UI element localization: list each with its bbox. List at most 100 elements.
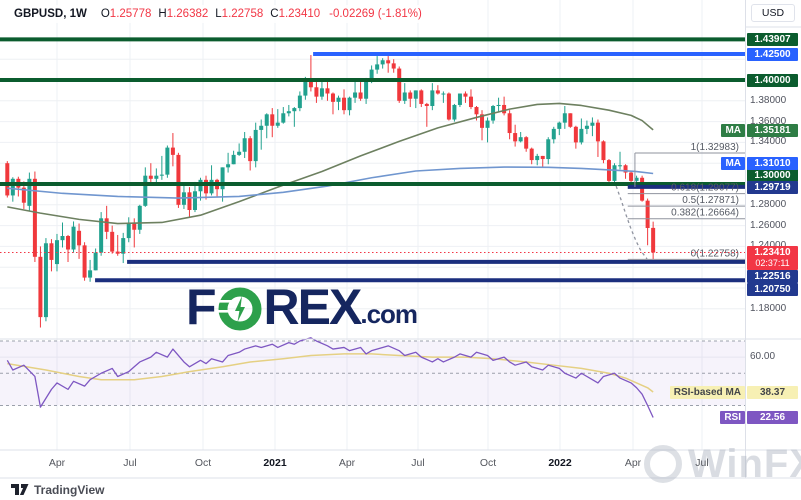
candle-body bbox=[430, 90, 435, 106]
ohlc-low: L1.22758 bbox=[215, 8, 264, 20]
candle-body bbox=[110, 231, 115, 252]
time-tick-Jul: Jul bbox=[695, 457, 709, 469]
candle-body bbox=[49, 243, 54, 260]
fib-label-0.5: 0.5(1.27871) bbox=[682, 195, 739, 206]
bar-countdown: 02:37:11 bbox=[755, 258, 790, 269]
candle-body bbox=[93, 252, 98, 271]
tradingview-logo[interactable]: TradingView bbox=[10, 482, 104, 497]
price-tick-1.18000: 1.18000 bbox=[750, 302, 787, 314]
ma-label-row-blue: MA 1.31010 bbox=[721, 156, 798, 170]
time-tick-Apr: Apr bbox=[338, 457, 356, 469]
candle-body bbox=[375, 64, 380, 70]
symbol-name[interactable]: GBPUSD, 1W bbox=[14, 8, 87, 20]
candle-body bbox=[170, 147, 175, 155]
candle-body bbox=[474, 107, 479, 115]
price-tick-1.26000: 1.26000 bbox=[750, 219, 787, 231]
price-scale[interactable]: USD bbox=[746, 0, 801, 478]
candle-body bbox=[104, 218, 109, 232]
candle-body bbox=[507, 113, 512, 134]
candle-body bbox=[391, 63, 396, 69]
candle-body bbox=[651, 227, 656, 253]
candle-body bbox=[148, 175, 153, 179]
candle-body bbox=[270, 114, 275, 126]
time-tick-2021: 2021 bbox=[263, 457, 287, 469]
ma-line-blue bbox=[7, 166, 654, 199]
candle-body bbox=[297, 95, 302, 109]
candle-body bbox=[535, 155, 540, 161]
time-tick-Apr: Apr bbox=[48, 457, 66, 469]
time-tick-Oct: Oct bbox=[194, 457, 212, 469]
rsi-ma-label-value: 38.37 bbox=[747, 385, 798, 399]
candle-body bbox=[231, 154, 236, 165]
candle-body bbox=[551, 128, 556, 140]
candle-body bbox=[557, 122, 562, 129]
time-tick-Apr: Apr bbox=[624, 457, 642, 469]
price-tick-1.24000: 1.24000 bbox=[750, 240, 798, 252]
candle-body bbox=[502, 104, 507, 114]
candle-body bbox=[640, 177, 645, 201]
candle-body bbox=[77, 230, 82, 246]
candle-body bbox=[342, 97, 347, 111]
ma-value: 1.35181 bbox=[747, 123, 798, 137]
candle-body bbox=[242, 138, 247, 152]
price-tick-1.28000: 1.28000 bbox=[750, 198, 787, 210]
price-tick-1.34000: 1.34000 bbox=[750, 136, 787, 148]
candle-body bbox=[292, 108, 297, 112]
candle-body bbox=[319, 88, 324, 97]
ma-label-row-green: MA 1.35181 bbox=[721, 123, 798, 137]
fib-label-0.618: 0.618(1.29077) bbox=[671, 183, 739, 194]
current-price-label: 1.23410 02:37:11 bbox=[747, 246, 798, 271]
candle-body bbox=[634, 177, 639, 181]
candle-body bbox=[386, 60, 391, 64]
candle-body bbox=[397, 68, 402, 101]
candle-body bbox=[259, 125, 264, 130]
rsi-label: RSI 22.56 bbox=[720, 410, 798, 424]
candle-body bbox=[441, 93, 446, 95]
candle-body bbox=[562, 113, 567, 123]
current-price-value: 1.23410 bbox=[754, 247, 791, 259]
rsi-tick-60.00: 60.00 bbox=[750, 351, 776, 363]
candle-body bbox=[529, 148, 534, 161]
ma-tag: MA bbox=[721, 123, 745, 137]
forex-com-logo: F REX .com bbox=[186, 279, 418, 337]
candle-body bbox=[88, 270, 93, 278]
price-label-1.29719: 1.29719 bbox=[747, 181, 798, 195]
candle-body bbox=[457, 93, 462, 105]
price-tick-1.36000: 1.36000 bbox=[750, 115, 787, 127]
candle-body bbox=[590, 122, 595, 126]
candle-body bbox=[612, 165, 617, 181]
candle-body bbox=[99, 218, 104, 253]
time-tick-Jul: Jul bbox=[411, 457, 425, 469]
candle-body bbox=[176, 154, 181, 205]
candle-body bbox=[10, 178, 15, 196]
candle-body bbox=[452, 104, 457, 120]
rsi-ma-label: RSI-based MA 38.37 bbox=[669, 385, 798, 399]
forex-logo-o-icon bbox=[217, 286, 263, 337]
candle-body bbox=[286, 111, 291, 114]
candle-body bbox=[115, 251, 120, 254]
currency-selector[interactable]: USD bbox=[751, 4, 795, 22]
candle-body bbox=[209, 179, 214, 194]
ma-line-green bbox=[7, 102, 654, 225]
candle-body bbox=[468, 96, 473, 108]
candle-body bbox=[546, 139, 551, 160]
fib-label-0.382: 0.382(1.26664) bbox=[671, 208, 739, 219]
forex-logo-rex: REX bbox=[263, 279, 363, 335]
candle-body bbox=[419, 90, 424, 104]
rsi-line bbox=[6, 337, 654, 418]
candle-body bbox=[353, 92, 358, 98]
candle-body bbox=[573, 126, 578, 143]
candle-body bbox=[369, 69, 374, 82]
price-label-1.43907: 1.43907 bbox=[747, 32, 798, 46]
candle-body bbox=[347, 97, 352, 111]
candle-body bbox=[601, 141, 606, 161]
candle-body bbox=[303, 78, 308, 96]
candle-body bbox=[623, 165, 628, 173]
candle-body bbox=[220, 167, 225, 190]
fib-label-0: 0(1.22758) bbox=[691, 248, 739, 259]
candle-body bbox=[192, 191, 197, 210]
candle-body bbox=[330, 93, 335, 102]
candle-body bbox=[325, 88, 330, 94]
candle-body bbox=[402, 92, 407, 101]
